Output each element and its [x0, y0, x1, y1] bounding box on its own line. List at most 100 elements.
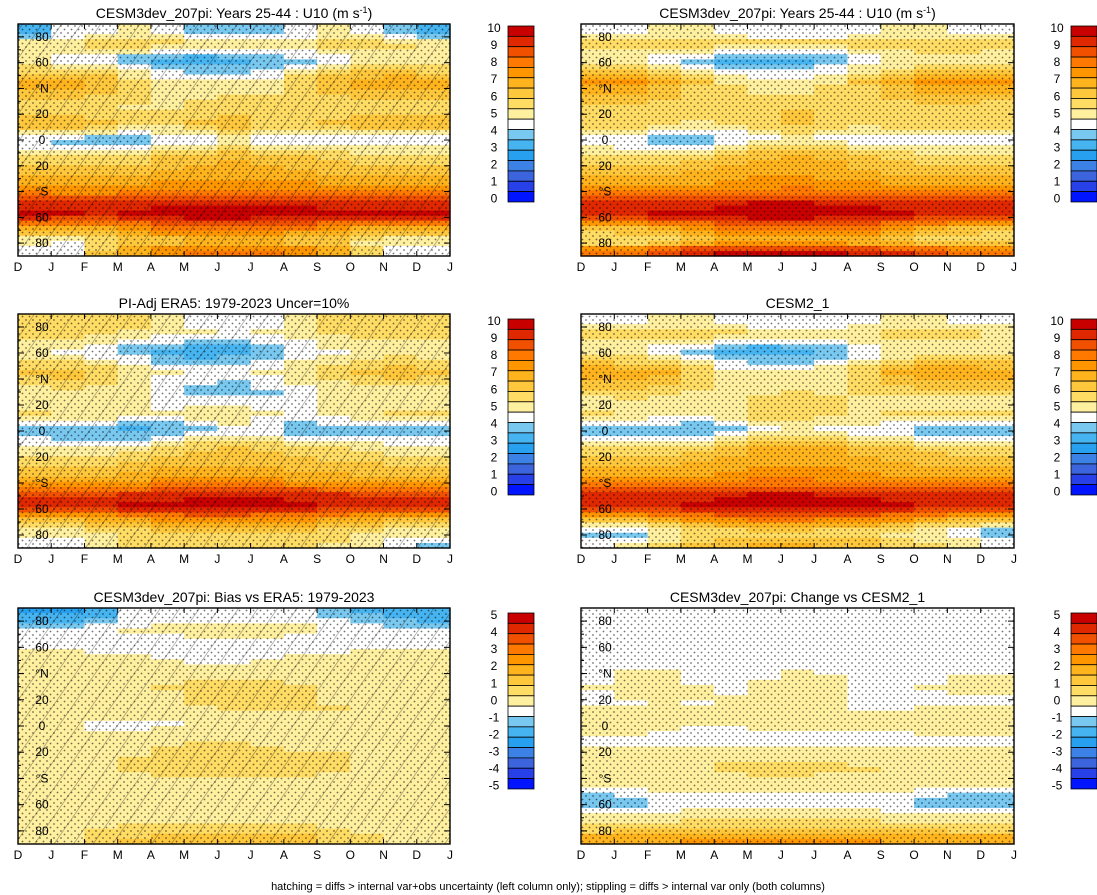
hatching-overlay	[18, 314, 450, 548]
x-tick-label: A	[147, 552, 155, 566]
colorbar-label: 10	[487, 21, 501, 35]
colorbar-label: 0	[1054, 192, 1061, 206]
x-tick-label: D	[14, 260, 23, 274]
colorbar-box	[1070, 442, 1097, 454]
y-tick-label: 80	[598, 236, 612, 250]
colorbar-label: 1	[491, 676, 498, 690]
colorbar-box	[507, 56, 535, 68]
panels-layer: CESM3dev_207pi: Years 25-44 : U10 (m s-1…	[14, 5, 1017, 862]
colorbar-box	[1070, 170, 1097, 182]
x-tick-label: J	[611, 260, 617, 274]
x-tick-label: J	[214, 848, 220, 862]
x-tick-label: J	[1011, 848, 1017, 862]
panel-title-main: CESM3dev_207pi: Years 25-44 : U10 (m s	[96, 5, 360, 21]
colorbar-label: 5	[491, 106, 498, 120]
y-tick-label: 20	[598, 159, 612, 173]
colorbar-box	[507, 349, 535, 361]
x-tick-label: D	[412, 552, 421, 566]
y-tick-label: 80	[598, 614, 612, 628]
colorbar-label: 1	[1054, 468, 1061, 482]
colorbar-box	[1070, 726, 1097, 738]
x-tick-label: M	[676, 848, 686, 862]
colorbar-box	[1070, 473, 1097, 486]
y-tick-label: 60	[35, 502, 49, 516]
colorbar-box	[1070, 484, 1097, 496]
colorbar-box	[1070, 747, 1097, 759]
x-tick-label: O	[346, 552, 355, 566]
x-tick-label: J	[1011, 552, 1017, 566]
x-tick-label: J	[811, 260, 817, 274]
colorbar-label: 0	[491, 693, 498, 707]
colorbar-label: 2	[491, 659, 498, 673]
colorbar-box	[507, 98, 535, 110]
x-tick-label: M	[743, 260, 753, 274]
colorbar-label: 5	[1054, 608, 1061, 622]
colorbar-box	[1070, 129, 1097, 141]
colorbar-box	[1070, 25, 1097, 37]
colorbar-box	[507, 328, 535, 341]
x-tick-label: J	[248, 552, 254, 566]
x-tick-label: J	[48, 848, 54, 862]
y-tick-label: °S	[599, 476, 612, 490]
y-tick-label: °N	[598, 667, 611, 681]
x-tick-label: N	[379, 848, 388, 862]
colorbar-label: 10	[487, 314, 501, 328]
panel-title: CESM3dev_207pi: Bias vs ERA5: 1979-2023	[94, 589, 375, 605]
panel-title-main: CESM3dev_207pi: Change vs CESM2_1	[670, 589, 925, 605]
x-tick-label: A	[710, 848, 718, 862]
panel-2: CESM3dev_207pi: Years 25-44 : U10 (m s-1…	[577, 5, 1017, 274]
x-tick-label: O	[909, 260, 918, 274]
colorbar-label: 6	[1054, 382, 1061, 396]
panel-1: CESM3dev_207pi: Years 25-44 : U10 (m s-1…	[14, 5, 453, 274]
footnote: hatching = diffs > internal var+obs unce…	[271, 881, 825, 893]
colorbar-box	[1070, 87, 1097, 99]
colorbar-box	[1070, 56, 1097, 68]
x-tick-label: J	[778, 260, 784, 274]
colorbar-label: 1	[491, 468, 498, 482]
y-tick-label: 60	[598, 798, 612, 812]
colorbar-label: -5	[489, 779, 500, 793]
colorbar-label: 0	[1054, 485, 1061, 499]
panel-title-main: CESM3dev_207pi: Bias vs ERA5: 1979-2023	[94, 589, 375, 605]
panel-title-main: CESM3dev_207pi: Years 25-44 : U10 (m s	[659, 5, 923, 21]
colorbar-box	[507, 736, 535, 748]
colorbar-label: 6	[1054, 89, 1061, 103]
stippling-overlay	[581, 608, 1014, 844]
panel-title-end: )	[368, 5, 373, 21]
colorbar-box	[1070, 180, 1097, 193]
x-tick-label: J	[48, 260, 54, 274]
x-tick-label: D	[14, 552, 23, 566]
colorbar-box	[1070, 359, 1097, 372]
y-tick-label: 80	[35, 236, 49, 250]
colorbar-box	[507, 674, 535, 686]
panel-6: CESM3dev_207pi: Change vs CESM2_1 D J F M A M J…	[577, 589, 1017, 862]
colorbar-label: 3	[491, 434, 498, 448]
hatching-overlay	[18, 24, 450, 256]
colorbar-box	[1070, 191, 1097, 203]
colorbar-box	[507, 108, 535, 120]
colorbar-box	[507, 705, 535, 717]
x-tick-label: O	[909, 552, 918, 566]
colorbar-label: 4	[491, 123, 498, 137]
y-tick-label: 80	[598, 320, 612, 334]
colorbar-box	[1070, 349, 1097, 361]
colorbar-label: -3	[489, 745, 500, 759]
colorbar-box	[1070, 160, 1097, 172]
panel-title-superscript: -1	[923, 5, 931, 15]
colorbar-box	[507, 411, 535, 423]
colorbar-label: 3	[491, 642, 498, 656]
colorbar-label: 7	[1054, 72, 1061, 86]
stippling-overlay	[581, 314, 1014, 548]
colorbar-box	[1070, 453, 1097, 465]
x-tick-label: F	[644, 260, 651, 274]
x-tick-label: S	[877, 552, 885, 566]
colorbar-box	[1070, 339, 1097, 351]
colorbar-box	[507, 391, 535, 403]
panel-4: CESM2_1 D J F M A M J J A S O N D J 80 60 °N 20 0 20 °S 60 80	[577, 295, 1017, 566]
colorbar-label: 3	[1054, 434, 1061, 448]
x-tick-label: J	[611, 552, 617, 566]
y-tick-label: 60	[35, 640, 49, 654]
x-tick-label: O	[346, 848, 355, 862]
colorbar-box	[507, 401, 535, 413]
